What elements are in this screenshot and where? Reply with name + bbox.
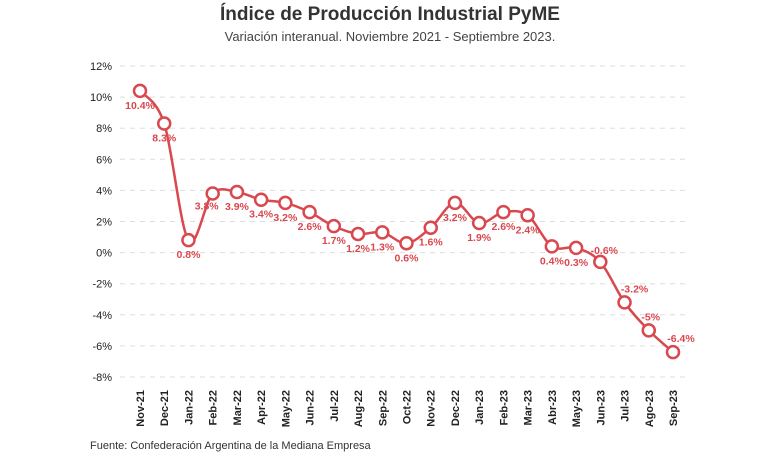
- data-point: [302, 204, 317, 220]
- data-label: 3.9%: [225, 201, 250, 213]
- data-label: 3.8%: [195, 201, 220, 213]
- x-tick-label: Abr-23: [547, 390, 559, 425]
- data-point: [544, 239, 560, 254]
- data-label: -0.6%: [591, 245, 619, 257]
- data-label: 2.6%: [491, 221, 516, 233]
- data-label: 10.4%: [125, 100, 155, 112]
- y-tick-label: 6%: [96, 154, 112, 166]
- data-label: -6.4%: [667, 333, 695, 345]
- x-tick-label: Apr-22: [256, 390, 268, 425]
- data-point: [641, 323, 657, 338]
- x-tick-label: May-22: [280, 390, 292, 427]
- x-tick-label: Feb-23: [498, 390, 510, 425]
- data-label: 2.4%: [516, 224, 541, 236]
- x-tick-label: Sep-23: [668, 390, 680, 426]
- x-tick-label: Dec-21: [159, 390, 171, 426]
- data-point: [447, 195, 463, 211]
- data-point: [423, 220, 438, 235]
- chart-subtitle: Variación interanual. Noviembre 2021 - S…: [224, 29, 556, 44]
- data-point: [496, 204, 511, 220]
- x-tick-label: Jan-22: [183, 390, 195, 425]
- x-tick-label: Dec-22: [450, 390, 462, 426]
- data-label: 0.4%: [540, 255, 565, 267]
- data-label: 1.6%: [419, 237, 444, 249]
- x-tick-label: Aug-22: [353, 390, 365, 427]
- data-point: [278, 195, 293, 211]
- x-tick-label: Jul-22: [329, 390, 341, 422]
- x-tick-label: Nov-21: [135, 390, 147, 427]
- y-tick-label: 2%: [96, 217, 112, 229]
- x-tick-label: Oct-22: [402, 390, 414, 424]
- x-tick-label: Sep-22: [377, 390, 389, 426]
- data-point: [375, 225, 390, 240]
- data-point: [253, 192, 269, 207]
- data-point: [350, 226, 366, 242]
- source-note: Fuente: Confederación Argentina de la Me…: [90, 440, 371, 452]
- y-tick-label: 4%: [96, 185, 112, 197]
- data-label: 0.6%: [395, 252, 420, 264]
- y-tick-label: -6%: [92, 341, 112, 353]
- line-chart: 12% 10% 8% 6% 4% 2% 0% -2% -4% -6% -8% Nov-21 Dec-21…: [90, 61, 695, 427]
- data-point: [593, 254, 608, 270]
- data-label: -5%: [641, 311, 660, 323]
- data-point: [399, 236, 414, 251]
- x-tick-label: Ago-23: [644, 390, 656, 427]
- data-point: [326, 218, 342, 234]
- x-tick-label: Feb-22: [208, 390, 220, 425]
- data-point: [568, 240, 584, 256]
- y-tick-label: -8%: [92, 372, 112, 384]
- y-tick-label: 10%: [90, 92, 112, 104]
- data-point: [665, 344, 681, 360]
- data-point: [181, 232, 196, 248]
- data-point: [471, 215, 487, 231]
- data-point: [520, 208, 535, 223]
- data-label: 0.8%: [176, 249, 201, 261]
- x-tick-label: Jul-23: [620, 390, 632, 422]
- x-tick-label: Jun-22: [305, 390, 317, 425]
- data-point: [156, 116, 172, 131]
- x-tick-label: Nov-22: [426, 390, 438, 427]
- data-label: 2.6%: [298, 221, 323, 233]
- y-tick-label: -2%: [92, 279, 112, 291]
- x-tick-label: Jun-23: [595, 390, 607, 425]
- data-point: [132, 83, 148, 99]
- chart-title: Índice de Producción Industrial PyME: [220, 4, 560, 25]
- data-label: 3.2%: [443, 212, 468, 224]
- data-label: 1.3%: [370, 241, 395, 253]
- data-point: [229, 184, 245, 200]
- data-label: 1.9%: [467, 232, 492, 244]
- x-tick-label: Mar-22: [232, 390, 244, 425]
- data-label: 1.7%: [322, 235, 347, 247]
- data-label: 3.2%: [273, 212, 298, 224]
- data-point: [205, 186, 220, 201]
- data-label: -3.2%: [621, 283, 649, 295]
- data-label: 1.2%: [346, 243, 371, 255]
- data-label: 0.3%: [564, 257, 589, 269]
- x-tick-label: Jan-23: [474, 390, 486, 425]
- data-point: [617, 295, 632, 310]
- x-tick-label: Mar-23: [523, 390, 535, 425]
- y-tick-label: 8%: [96, 123, 112, 135]
- y-tick-label: 0%: [96, 248, 112, 260]
- x-tick-label: May-23: [571, 390, 583, 427]
- data-label: 3.4%: [249, 209, 274, 221]
- data-label: 8.3%: [152, 133, 177, 145]
- y-tick-label: 12%: [90, 61, 112, 73]
- y-tick-label: -4%: [92, 310, 112, 322]
